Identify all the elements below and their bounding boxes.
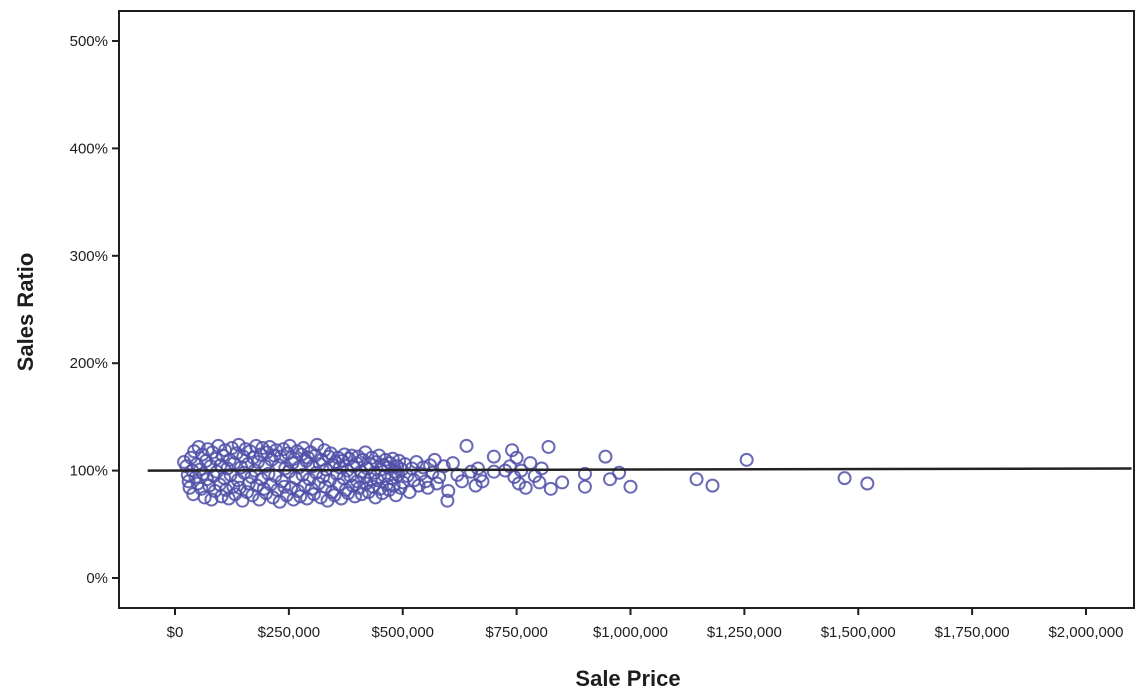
data-point — [436, 459, 451, 474]
data-point — [860, 476, 875, 491]
data-point — [338, 482, 353, 497]
data-point — [265, 490, 280, 505]
data-point — [385, 451, 400, 466]
x-tick-label: $1,500,000 — [821, 624, 896, 641]
x-tick-label: $1,750,000 — [935, 624, 1010, 641]
x-tick-label: $1,000,000 — [593, 624, 668, 641]
x-axis-title: Sale Price — [575, 666, 680, 691]
data-point — [402, 485, 417, 500]
data-point — [598, 449, 613, 464]
y-tick-label: 0% — [86, 570, 108, 587]
data-point — [505, 443, 520, 458]
data-point — [509, 450, 524, 465]
data-points — [177, 437, 875, 509]
data-point — [180, 467, 195, 482]
data-point — [250, 455, 265, 470]
data-point — [532, 475, 547, 490]
data-point — [197, 490, 212, 505]
data-point — [255, 441, 270, 456]
reference-line — [147, 467, 1132, 472]
y-tick-label: 300% — [70, 248, 108, 265]
x-tick-label: $0 — [167, 624, 184, 641]
data-point — [199, 472, 214, 487]
data-point — [739, 452, 754, 467]
data-point — [273, 449, 288, 464]
x-tick-label: $2,000,000 — [1048, 624, 1123, 641]
data-point — [187, 444, 202, 459]
data-point — [341, 486, 356, 501]
data-point — [705, 478, 720, 493]
data-point — [623, 479, 638, 494]
data-point — [342, 451, 357, 466]
y-tick-label: 100% — [70, 463, 108, 480]
y-axis-title: Sales Ratio — [13, 253, 38, 372]
data-point — [454, 474, 469, 489]
plot-frame — [118, 10, 1135, 609]
x-axis: $0 $250,000 $500,000 $750,000 $1,000,000 $1,2… — [167, 608, 1124, 641]
data-point — [441, 484, 456, 499]
data-point — [191, 439, 206, 454]
data-point — [388, 488, 403, 503]
x-tick-label: $250,000 — [258, 624, 321, 641]
data-point — [577, 479, 592, 494]
x-tick-label: $500,000 — [371, 624, 434, 641]
data-point — [689, 472, 704, 487]
y-tick-label: 200% — [70, 355, 108, 372]
y-tick-label: 400% — [70, 140, 108, 157]
data-point — [837, 471, 852, 486]
data-point — [612, 465, 627, 480]
data-point — [475, 474, 490, 489]
data-point — [459, 438, 474, 453]
y-axis: 0% 100% 200% 300% 400% 500% — [70, 33, 119, 587]
x-tick-label: $1,250,000 — [707, 624, 782, 641]
data-point — [541, 439, 556, 454]
y-tick-label: 500% — [70, 33, 108, 50]
data-point — [427, 452, 442, 467]
data-point — [603, 472, 618, 487]
x-tick-label: $750,000 — [485, 624, 548, 641]
data-point — [253, 447, 268, 462]
data-point — [534, 461, 549, 476]
data-point — [429, 476, 444, 491]
data-point — [440, 493, 455, 508]
data-point — [369, 455, 384, 470]
data-point — [231, 437, 246, 452]
data-point — [555, 475, 570, 490]
data-point — [277, 479, 292, 494]
data-point — [337, 447, 352, 462]
data-point — [543, 481, 558, 496]
data-point — [227, 456, 242, 471]
data-point — [470, 461, 485, 476]
data-point — [511, 476, 526, 491]
data-point — [486, 449, 501, 464]
data-point — [364, 450, 379, 465]
data-point — [518, 480, 533, 495]
